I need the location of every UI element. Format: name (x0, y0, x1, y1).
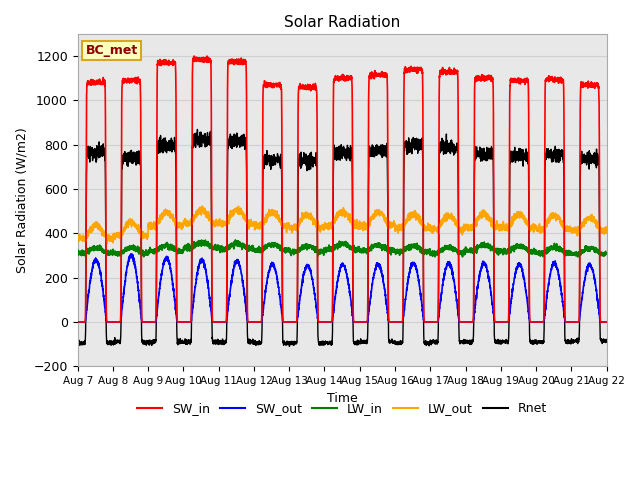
LW_out (103, 241, 111, 247)
Rnet (491, 337, 499, 343)
SW_out (169, 280, 177, 286)
LW_in (491, 249, 499, 255)
SW_out (127, 251, 135, 257)
SW_out (323, 319, 330, 325)
Rnet (74, 341, 81, 347)
Rnet (461, 340, 468, 346)
LW_out (602, 224, 610, 230)
LW_out (491, 225, 499, 231)
Legend: SW_in, SW_out, LW_in, LW_out, Rnet: SW_in, SW_out, LW_in, LW_out, Rnet (132, 397, 552, 420)
Title: Solar Radiation: Solar Radiation (284, 15, 400, 30)
LW_out (74, 237, 81, 243)
Text: BC_met: BC_met (86, 44, 138, 57)
X-axis label: Time: Time (327, 392, 358, 405)
LW_in (602, 251, 610, 256)
SW_in (169, 63, 177, 69)
LW_out (198, 203, 206, 209)
Line: LW_out: LW_out (77, 206, 607, 244)
SW_in (323, 319, 330, 325)
LW_in (603, 252, 611, 257)
SW_in (431, 319, 439, 325)
SW_in (74, 319, 81, 325)
Rnet (169, 140, 177, 146)
LW_out (461, 226, 468, 232)
LW_in (461, 252, 468, 258)
Rnet (603, 338, 611, 344)
LW_out (323, 221, 330, 227)
LW_out (431, 228, 439, 233)
SW_in (190, 53, 198, 59)
Line: SW_in: SW_in (77, 56, 607, 322)
SW_out (491, 319, 499, 325)
SW_out (431, 319, 439, 325)
LW_in (74, 250, 81, 256)
SW_in (603, 319, 611, 325)
LW_in (323, 250, 330, 255)
Line: SW_out: SW_out (77, 254, 607, 322)
Rnet (193, 127, 201, 132)
LW_in (574, 254, 582, 260)
Y-axis label: Solar Radiation (W/m2): Solar Radiation (W/m2) (15, 127, 28, 273)
LW_in (232, 237, 239, 243)
SW_in (108, 319, 116, 325)
LW_out (603, 228, 611, 234)
SW_out (603, 319, 611, 325)
Line: Rnet: Rnet (77, 130, 607, 346)
Rnet (602, 337, 610, 343)
SW_out (74, 319, 81, 325)
SW_in (491, 318, 499, 324)
Line: LW_in: LW_in (77, 240, 607, 257)
Rnet (431, 340, 439, 346)
Rnet (323, 340, 330, 346)
SW_in (602, 319, 610, 325)
SW_in (461, 319, 468, 325)
SW_out (461, 319, 468, 325)
LW_in (169, 246, 177, 252)
Rnet (285, 343, 293, 349)
LW_out (169, 213, 177, 219)
LW_in (431, 249, 439, 255)
SW_out (602, 319, 610, 325)
